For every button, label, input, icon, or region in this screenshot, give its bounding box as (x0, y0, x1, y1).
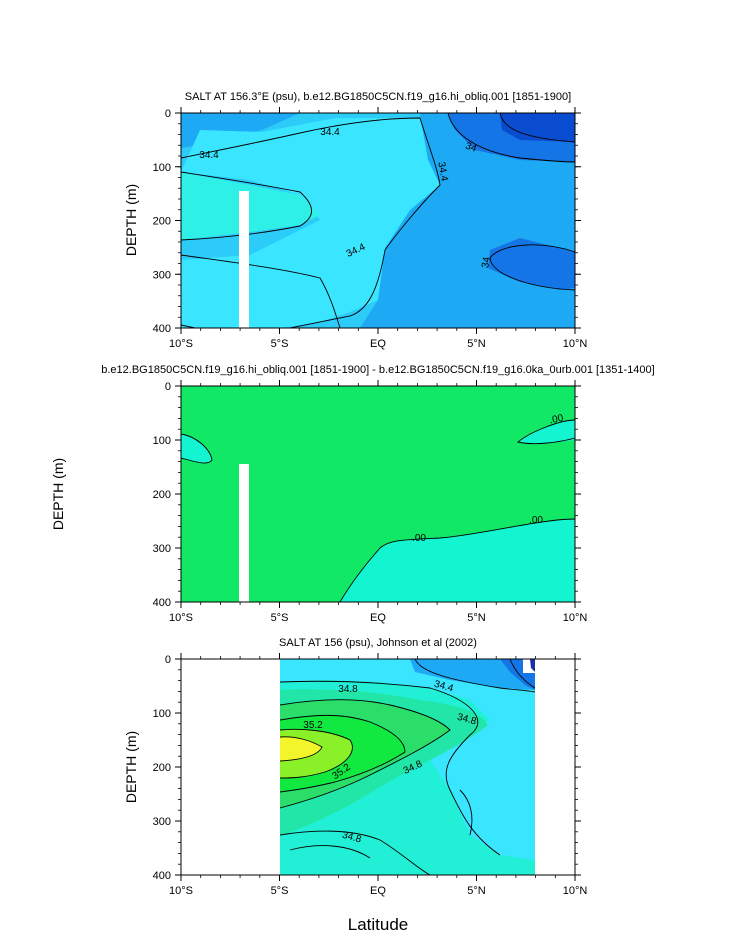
panel2-title: b.e12.BG1850C5CN.f19_g16.hi_obliq.001 [1… (101, 364, 654, 376)
p3-clabel: 35.2 (303, 720, 323, 731)
p1-clabel: 34 (480, 256, 493, 269)
y-tick-label: 100 (153, 162, 171, 174)
p1-fill-saltiest-core (181, 172, 320, 240)
y-tick-label: 0 (165, 381, 171, 393)
x-tick-label: 5°S (271, 338, 289, 350)
y-tick-label: 300 (153, 269, 171, 281)
figure-xlabel: Latitude (348, 915, 409, 934)
p2-missing-data-column (239, 464, 249, 602)
p2-clabel: .00 (529, 515, 543, 526)
p2-clabel: .00 (412, 533, 426, 544)
p3-clabel: 34.8 (338, 684, 358, 695)
p3-clabel: 34.4 (433, 679, 455, 695)
p1-missing-data-column (239, 191, 249, 328)
x-tick-label: 5°S (271, 612, 289, 624)
x-tick-label: 5°N (467, 885, 486, 897)
x-tick-label: 10°N (563, 885, 588, 897)
y-tick-label: 400 (153, 323, 171, 335)
p1-clabel: 34.4 (199, 150, 219, 161)
y-tick-label: 100 (153, 708, 171, 720)
y-tick-label: 0 (165, 654, 171, 666)
p2-contour-lines (181, 419, 575, 602)
p1-clabel: 34 (464, 141, 479, 155)
y-tick-label: 300 (153, 816, 171, 828)
x-tick-label: 10°N (563, 612, 588, 624)
x-tick-label: EQ (370, 885, 386, 897)
p1-contour-lines (181, 113, 575, 328)
p3-clabel: 34.8 (341, 830, 363, 846)
panel1-ylabel: DEPTH (m) (123, 184, 139, 256)
panel3-axes: 10°S 5°S EQ 5°N 10°N 0 100 200 300 400 (153, 653, 588, 897)
x-tick-label: 10°S (169, 885, 193, 897)
x-tick-label: 10°S (169, 338, 193, 350)
panel3-contour-field (280, 659, 535, 875)
panel1-contour-field (181, 113, 575, 328)
x-tick-label: 10°N (563, 338, 588, 350)
p3-fill-max (280, 736, 322, 761)
panel1-axes: 10°S 5°S EQ 5°N 10°N 0 100 200 300 400 (153, 107, 588, 350)
p1-clabel: 34.4 (435, 161, 449, 183)
panel1-title: SALT AT 156.3°E (psu), b.e12.BG1850C5CN.… (185, 91, 571, 103)
x-tick-label: 5°N (467, 612, 486, 624)
p2-fill-positive-west (181, 434, 212, 464)
p3-clabel: 34.8 (456, 712, 478, 728)
y-tick-label: 0 (165, 108, 171, 120)
p2-fill-positive-deep (340, 519, 575, 602)
panel3-title: SALT AT 156 (psu), Johnson et al (2002) (279, 637, 477, 649)
x-tick-label: 5°N (467, 338, 486, 350)
y-tick-label: 300 (153, 543, 171, 555)
panel2-contour-field (181, 386, 575, 602)
panel2-ylabel: DEPTH (m) (50, 458, 66, 530)
x-tick-label: 5°S (271, 885, 289, 897)
p3-fill-fresher-ne (410, 659, 535, 690)
panel2-axes: 10°S 5°S EQ 5°N 10°N 0 100 200 300 400 (153, 380, 588, 624)
y-tick-label: 400 (153, 597, 171, 609)
y-tick-label: 200 (153, 216, 171, 228)
x-tick-label: 10°S (169, 612, 193, 624)
y-tick-label: 200 (153, 762, 171, 774)
panel3-ylabel: DEPTH (m) (123, 731, 139, 803)
p2-clabel: .00 (549, 413, 565, 427)
p1-clabel: 34.4 (320, 127, 340, 138)
p2-fill-positive-east (518, 420, 575, 444)
y-tick-label: 100 (153, 435, 171, 447)
panel2-contour-labels: .00 .00 .00 (412, 413, 565, 544)
y-tick-label: 400 (153, 870, 171, 882)
p1-fill-freshest-ne (500, 113, 575, 142)
p3-fill-ne-corner (530, 659, 535, 672)
p3-contour-lines (280, 659, 535, 875)
y-tick-label: 200 (153, 489, 171, 501)
x-tick-label: EQ (370, 338, 386, 350)
x-tick-label: EQ (370, 612, 386, 624)
